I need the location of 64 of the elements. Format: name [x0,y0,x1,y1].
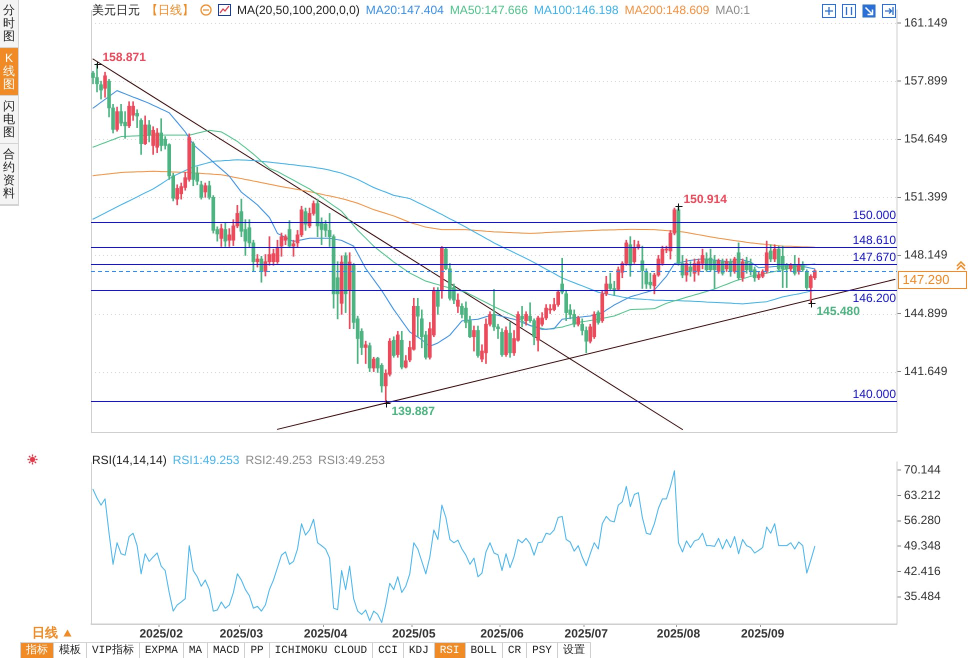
ref-line-label: 147.290 [902,272,950,288]
category-label: CR [502,643,528,658]
x-tick-label: 2025/05 [392,626,436,641]
category-label: 合约资料 [0,144,18,205]
category-label: MA [184,643,208,658]
x-tick-label: 2025/02 [139,626,184,641]
x-tick-label: 2025/03 [220,626,264,641]
y-tick-label: 63.212 [904,488,942,502]
ref-line-label: 148.610 [852,232,896,247]
chart-title: 美元日元 [92,2,140,18]
y-tick-label: 161.149 [904,15,948,30]
x-tick-label: 2025/06 [480,626,524,641]
y-tick-label: 42.416 [904,564,942,578]
legend-title: MA(20,50,100,200,0,0) [237,2,360,18]
annotation: RSI3:49.253 [318,452,385,468]
x-tick-label: 2025/09 [740,626,785,641]
category-label: 设置 [558,643,591,658]
chart-subtitle: 【日线】 [146,2,194,18]
text: 145.480 [816,304,860,318]
annotation: RSI2:49.253 [245,452,312,468]
text: RSI1:49.253 [172,452,240,468]
ref-line-label: 147.670 [852,250,896,264]
text: 日线 [32,625,58,641]
category-label: PP [245,643,270,658]
legend-title: RSI(14,14,14) [92,452,167,468]
text: MA50:147.666 [450,2,528,18]
category-label: 闪电图 [0,96,18,144]
category-label: ICHIMOKU CLOUD [270,643,374,658]
ref-line-label: 146.200 [852,290,896,305]
ref-line-label: 150.000 [852,208,896,222]
category-label: BOLL [466,643,503,658]
y-tick-label: 148.149 [904,248,948,262]
text: MA100:146.198 [534,2,619,18]
text: MA20:147.404 [366,2,444,18]
category-label: VIP指标 [87,643,140,658]
y-tick-label: 141.649 [904,364,948,378]
text: 139.887 [392,404,435,418]
y-tick-label: 56.280 [904,513,942,528]
x-tick-label: 2025/07 [564,626,608,641]
category-label: RSI [434,643,466,658]
category-label: KDJ [404,643,435,658]
category-label: EXPMA [140,643,184,658]
category-label: 模板 [54,643,87,658]
y-tick-label: 157.899 [904,73,948,88]
category-label: MACD [208,643,246,658]
text: 158.871 [102,50,146,64]
category-label: 分时图 [0,0,18,48]
category-label: K线图 [0,48,18,96]
y-tick-label: 35.484 [904,589,942,604]
x-tick-label: 2025/04 [304,626,348,641]
annotation: MA0:1 [715,2,750,18]
category-label: PSY [527,643,558,658]
text: 150.914 [684,192,727,206]
y-tick-label: 144.899 [904,306,948,320]
ref-line-label: 140.000 [852,386,896,401]
y-tick-label: 151.399 [904,190,948,204]
y-tick-label: 70.144 [904,462,942,477]
candlestick [520,306,524,328]
y-tick-label: 49.348 [904,538,942,553]
x-tick-label: 2025/08 [656,626,700,641]
category-label: 指标 [21,643,54,658]
category-label: CCI [373,643,404,658]
y-tick-label: 154.649 [904,132,948,146]
text: MA200:148.609 [624,2,710,18]
